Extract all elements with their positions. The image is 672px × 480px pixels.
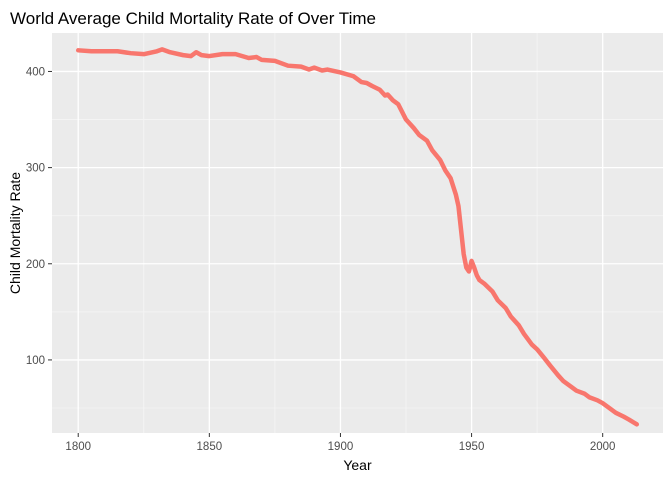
y-tick-label: 400 [26, 66, 45, 78]
x-tick-label: 1800 [65, 441, 91, 453]
plot-panel [52, 33, 663, 433]
x-axis-title: Year [343, 457, 372, 473]
y-tick-label: 100 [26, 355, 45, 367]
x-tick-label: 2000 [590, 441, 616, 453]
grid-lines [52, 33, 663, 433]
x-axis: 1800 1850 1900 1950 2000 [65, 433, 615, 453]
x-tick-label: 1900 [328, 441, 354, 453]
y-axis-title: Child Mortality Rate [7, 172, 23, 294]
x-tick-label: 1950 [459, 441, 485, 453]
y-tick-label: 200 [26, 259, 45, 271]
chart-title: World Average Child Mortality Rate of Ov… [10, 9, 376, 28]
y-axis: 100 200 300 400 [26, 66, 52, 367]
y-tick-label: 300 [26, 163, 45, 175]
x-tick-label: 1850 [197, 441, 223, 453]
series-line [75, 47, 640, 427]
